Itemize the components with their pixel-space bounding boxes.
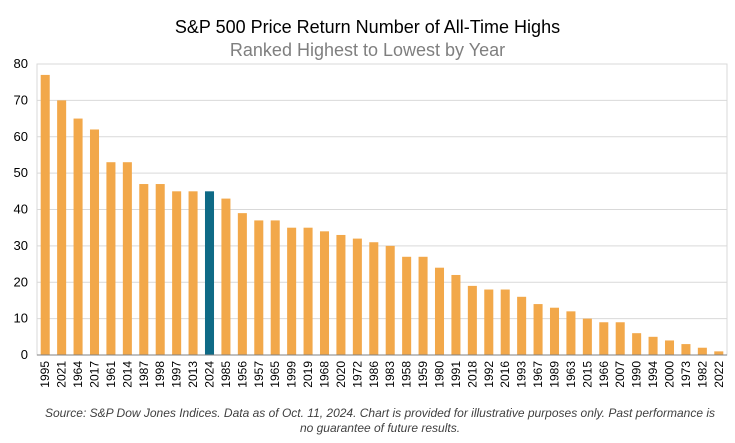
- bar: [287, 227, 297, 355]
- bar: [599, 322, 609, 355]
- x-tick-label: 1985: [219, 361, 233, 388]
- x-tick-label: 1956: [235, 361, 249, 388]
- x-tick-label: 2017: [88, 361, 102, 388]
- bar: [303, 227, 313, 355]
- bar: [566, 311, 576, 355]
- bar: [106, 162, 116, 355]
- bar: [451, 274, 461, 355]
- bar: [385, 245, 395, 355]
- x-tick-label: 2000: [663, 361, 677, 388]
- y-tick-label: 80: [14, 56, 28, 71]
- y-tick-label: 20: [14, 274, 28, 289]
- x-tick-label: 2024: [203, 361, 217, 388]
- bar: [221, 198, 231, 355]
- x-tick-label: 2019: [301, 361, 315, 388]
- x-tick-label: 2007: [613, 361, 627, 388]
- x-tick-label: 1983: [383, 361, 397, 388]
- x-tick-label: 1986: [367, 361, 381, 388]
- bar: [254, 220, 264, 355]
- bar: [270, 220, 280, 355]
- bar: [615, 322, 625, 355]
- x-tick-label: 1963: [564, 361, 578, 388]
- bar-highlight: [204, 191, 215, 355]
- bar: [467, 285, 477, 355]
- bar: [632, 333, 642, 355]
- y-tick-label: 30: [14, 238, 28, 253]
- bar: [664, 340, 675, 355]
- x-tick-label: 1982: [695, 361, 709, 388]
- bar: [582, 318, 592, 355]
- x-tick-label: 1959: [416, 361, 430, 388]
- x-tick-label: 1999: [285, 361, 299, 388]
- bar: [369, 242, 379, 355]
- x-tick-label: 1965: [268, 361, 282, 388]
- y-tick-label: 60: [14, 129, 28, 144]
- source-note: Source: S&P Dow Jones Indices. Data as o…: [44, 406, 716, 435]
- bar: [648, 336, 658, 355]
- bar: [155, 184, 165, 355]
- x-tick-label: 2014: [120, 361, 134, 388]
- bar: [549, 307, 560, 355]
- x-tick-label: 1990: [630, 361, 644, 388]
- bar: [139, 184, 149, 355]
- bar: [73, 118, 83, 355]
- x-tick-label: 1958: [400, 361, 414, 388]
- x-tick-label: 1980: [433, 361, 447, 388]
- x-tick-label: 1994: [646, 361, 660, 388]
- x-tick-label: 1997: [170, 361, 184, 388]
- y-tick-label: 10: [14, 311, 28, 326]
- x-tick-label: 1968: [318, 361, 332, 388]
- bar: [40, 74, 50, 355]
- bar: [122, 162, 132, 355]
- bar: [517, 296, 527, 355]
- x-tick-label: 2020: [334, 361, 348, 388]
- y-tick-label: 70: [14, 92, 28, 107]
- bar: [188, 191, 198, 355]
- x-tick-label: 1989: [548, 361, 562, 388]
- x-tick-label: 1967: [531, 361, 545, 388]
- x-tick-label: 1992: [482, 361, 496, 388]
- x-tick-label: 1993: [515, 361, 529, 388]
- bar: [434, 267, 445, 355]
- bar: [697, 347, 707, 355]
- x-tick-label: 1987: [137, 361, 151, 388]
- x-tick-label: 1972: [350, 361, 364, 388]
- x-tick-label: 1964: [71, 361, 85, 388]
- bar: [352, 238, 362, 355]
- x-tick-label: 2015: [580, 361, 594, 388]
- x-tick-label: 1957: [252, 361, 266, 388]
- x-tick-label: 2013: [186, 361, 200, 388]
- bar: [319, 231, 330, 355]
- bar: [500, 289, 510, 355]
- x-tick-label: 1995: [38, 361, 52, 388]
- bar: [57, 100, 67, 355]
- x-tick-label: 1966: [597, 361, 611, 388]
- bar: [237, 213, 247, 355]
- x-tick-label: 1961: [104, 361, 118, 388]
- bar: [89, 129, 100, 355]
- bar: [172, 191, 182, 355]
- bar: [484, 289, 494, 355]
- x-tick-label: 2018: [465, 361, 479, 388]
- bar: [681, 344, 691, 355]
- chart-subtitle: Ranked Highest to Lowest by Year: [229, 40, 506, 60]
- bar: [336, 234, 346, 355]
- x-tick-label: 2022: [712, 361, 726, 388]
- bar: [533, 304, 543, 355]
- bar: [402, 256, 412, 355]
- x-tick-label: 1973: [679, 361, 693, 388]
- bar: [714, 351, 724, 355]
- y-tick-label: 40: [14, 202, 28, 217]
- x-tick-label: 2021: [55, 361, 69, 388]
- y-tick-label: 50: [14, 165, 28, 180]
- bar: [418, 256, 428, 355]
- x-tick-label: 1998: [153, 361, 167, 388]
- chart-title: S&P 500 Price Return Number of All-Time …: [174, 17, 561, 37]
- x-tick-label: 1991: [449, 361, 463, 388]
- y-tick-label: 0: [21, 347, 28, 362]
- x-tick-label: 2016: [498, 361, 512, 388]
